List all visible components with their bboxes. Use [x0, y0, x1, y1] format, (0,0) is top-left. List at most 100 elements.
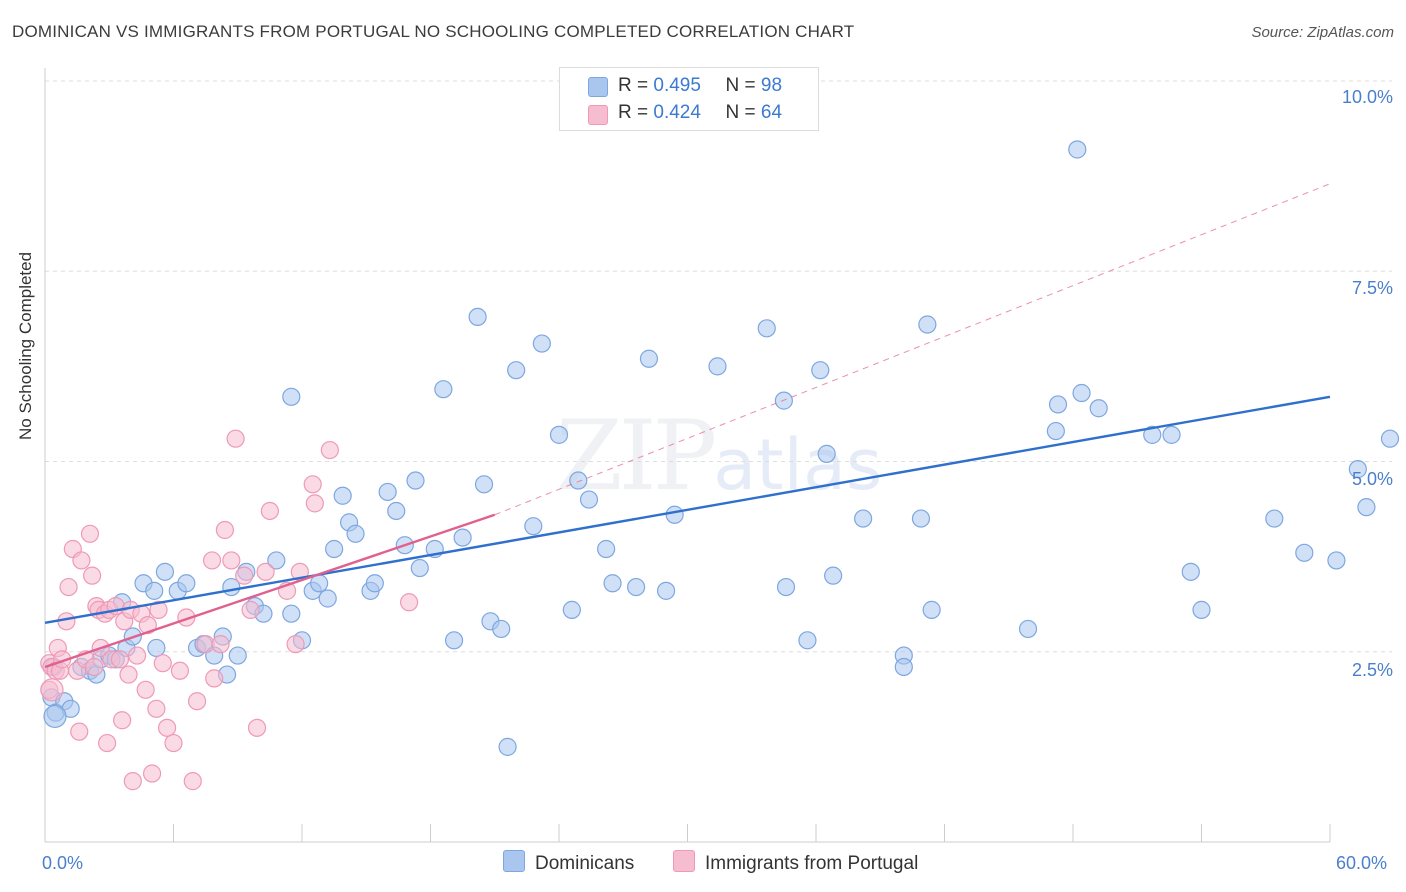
portugal-point [147, 699, 166, 718]
portugal-point [70, 722, 89, 741]
source-label: Source: ZipAtlas.com [1251, 24, 1394, 41]
dominican-point [1348, 460, 1367, 479]
dominican-point [824, 566, 843, 585]
dominican-point [757, 319, 776, 338]
portugal-point [110, 650, 130, 669]
bottom-legend-swatch-dominicans [503, 850, 525, 872]
dominican-point [1072, 383, 1091, 403]
dominican-point [145, 581, 164, 600]
dominican-point [603, 574, 622, 593]
x-tick-label-min: 0.0% [42, 853, 84, 873]
dominican-point [1068, 140, 1087, 159]
portugal-point [157, 718, 177, 737]
portugal-point [153, 654, 172, 673]
dominican-point [468, 307, 487, 327]
bottom-legend-portugal: Immigrants from Portugal [673, 850, 918, 878]
portugal-point [119, 665, 138, 684]
portugal-point [85, 657, 104, 677]
legend-row-portugal: R = 0.424 N = 64 [618, 102, 782, 126]
y-tick-label-2-5: 2.5% [1351, 660, 1393, 680]
portugal-point [226, 429, 245, 448]
dominican-point [406, 471, 425, 490]
dominican-point [532, 334, 551, 353]
dominican-point [333, 486, 352, 505]
watermark-atlas: atlas [713, 424, 883, 506]
portugal-point [136, 680, 155, 699]
dominican-point [626, 577, 646, 597]
portugal-point [260, 501, 279, 521]
dominican-point [776, 577, 796, 597]
dominican-point [811, 361, 830, 380]
portugal-point [142, 764, 162, 783]
legend-r-value: 0.495 [653, 75, 701, 96]
dominican-trend-line [44, 395, 1331, 625]
dominican-point [524, 517, 543, 536]
dominican-point [1018, 619, 1038, 639]
bottom-legend-label-dominicans: Dominicans [535, 853, 635, 874]
portugal-point [187, 692, 207, 711]
dominican-point [1295, 543, 1314, 562]
portugal-point [303, 475, 322, 494]
portugal-point [127, 646, 147, 665]
dominican-point [444, 631, 464, 650]
dominican-point [1048, 395, 1068, 414]
y-axis-label: No Schooling Completed [16, 251, 35, 440]
legend-r-value: 0.424 [653, 102, 701, 123]
legend-swatch-dominicans [588, 77, 608, 97]
dominican-point [708, 357, 727, 376]
portugal-point [123, 772, 142, 791]
dominican-point [325, 539, 344, 559]
portugal-point [202, 551, 222, 570]
portugal-trend-extension [494, 183, 1331, 516]
bottom-legend-swatch-portugal [673, 850, 695, 872]
dominican-point [507, 361, 526, 380]
trend-lines [44, 183, 1331, 669]
portugal-trend-line [44, 513, 496, 669]
portugal-point [170, 661, 190, 680]
dominican-point [639, 349, 659, 368]
dominican-point [1192, 600, 1211, 619]
legend-r-label: R = [618, 75, 649, 96]
portugal-point [98, 733, 117, 753]
portugal-point [83, 566, 102, 585]
dominican-point [318, 589, 337, 608]
portugal-point [399, 593, 419, 612]
dominican-point [453, 528, 472, 547]
dominican-point [410, 558, 429, 578]
legend-n-label: N = [725, 75, 756, 96]
dominican-point [1181, 562, 1200, 581]
dominican-point [1046, 421, 1065, 441]
portugal-point [112, 711, 132, 730]
portugal-point [241, 600, 260, 619]
portugal-point [183, 772, 202, 791]
portugal-point [80, 524, 100, 543]
portugal-point [40, 678, 64, 702]
correlation-legend: R = 0.495 N = 98 R = 0.424 N = 64 [559, 67, 819, 131]
dominican-point [579, 490, 599, 509]
dominican-point [346, 524, 365, 543]
portugal-point [138, 616, 157, 635]
dominican-point [854, 509, 873, 528]
y-tick-label-5: 5.0% [1351, 469, 1393, 489]
dominican-point [43, 704, 67, 729]
dominican-point [597, 539, 616, 559]
portugal-point [149, 600, 168, 619]
dominican-point [922, 600, 941, 619]
dominican-point [228, 646, 247, 665]
dominican-point [365, 574, 384, 593]
dominican-point [894, 657, 913, 677]
dominican-point [569, 471, 588, 490]
dominican-point [498, 737, 517, 756]
legend-n-value: 64 [760, 102, 783, 123]
legend-row-dominicans: R = 0.495 N = 98 [618, 75, 782, 99]
dominican-point [1143, 425, 1162, 444]
portugal-point [215, 520, 234, 540]
legend-n-value: 98 [760, 75, 783, 96]
dominican-point [147, 638, 166, 658]
dominican-point [911, 509, 931, 528]
portugal-point [256, 562, 275, 581]
legend-n-label: N = [725, 102, 756, 123]
dominican-point [918, 315, 937, 334]
portugal-point [59, 577, 78, 597]
